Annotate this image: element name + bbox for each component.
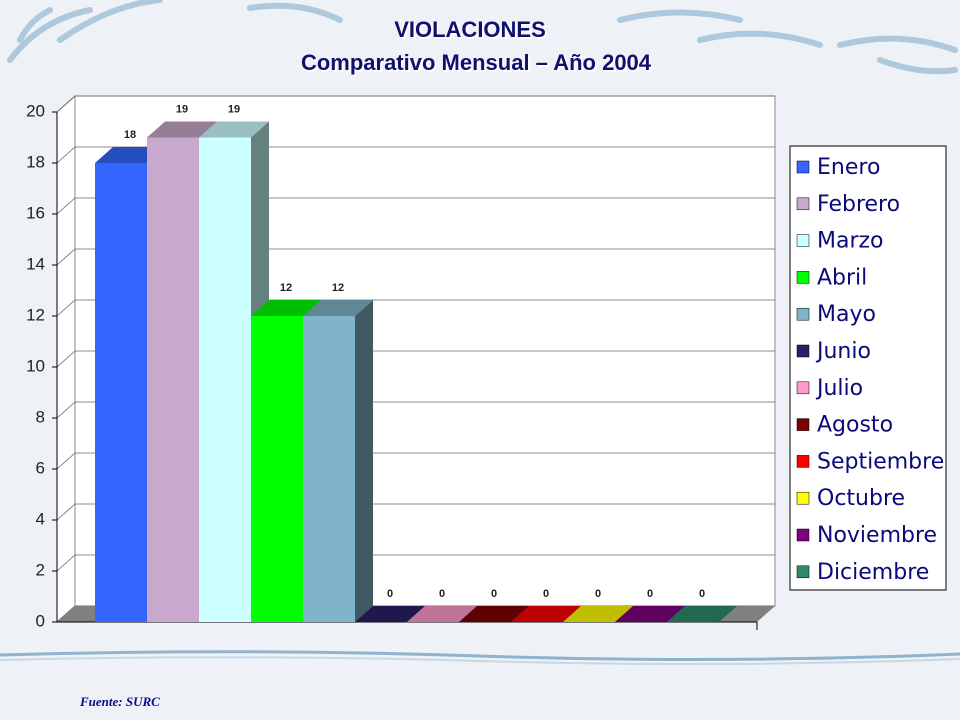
grid-line: [56, 146, 76, 164]
legend-label: Octubre: [817, 486, 905, 511]
grid-line: [56, 197, 76, 215]
legend-label: Diciembre: [817, 560, 929, 585]
legend-label: Marzo: [817, 229, 884, 254]
bar-top: [459, 606, 529, 622]
bar-top: [615, 606, 685, 622]
grid-line: [56, 299, 76, 317]
legend-label: Noviembre: [817, 523, 937, 548]
legend-label: Febrero: [817, 192, 900, 217]
legend-swatch: [796, 565, 810, 579]
legend-swatch: [796, 491, 810, 505]
legend-swatch: [796, 160, 810, 174]
grid-line: [56, 350, 76, 368]
data-label: 12: [280, 282, 292, 294]
data-label: 0: [387, 588, 393, 600]
bar: [251, 316, 303, 622]
bar-top: [667, 606, 737, 622]
y-tick-label: 6: [36, 458, 45, 477]
legend-label: Mayo: [817, 302, 876, 327]
legend-swatch: [796, 234, 810, 247]
legend-label: Agosto: [817, 413, 893, 438]
bar-top: [355, 606, 425, 622]
y-tick-label: 18: [26, 152, 45, 171]
bar-top: [303, 300, 373, 316]
data-label: 0: [491, 588, 497, 600]
legend-label: Septiembre: [817, 449, 944, 474]
bar-top: [407, 606, 477, 622]
legend-swatch: [796, 418, 810, 431]
y-tick-label: 14: [26, 254, 45, 273]
y-tick-label: 12: [26, 305, 45, 324]
legend-swatch: [796, 307, 810, 321]
legend-swatch: [796, 455, 810, 468]
legend-label: Abril: [817, 265, 867, 290]
legend-swatch: [796, 381, 810, 395]
bottom-wave: [0, 656, 960, 666]
y-tick-label: 16: [26, 203, 45, 222]
legend-label: Julio: [815, 376, 863, 401]
title-shadow: VIOLACIONES: [396, 19, 548, 44]
bar: [303, 316, 355, 622]
y-tick-label: 2: [36, 560, 45, 579]
y-tick-label: 4: [36, 509, 45, 528]
bar-top: [563, 606, 633, 622]
grid-line: [56, 554, 76, 572]
data-label: 0: [595, 588, 601, 600]
data-label: 0: [543, 588, 549, 600]
source-note: Fuente: SURC: [79, 694, 160, 709]
decoration: [7, 0, 958, 75]
bar-top: [199, 121, 269, 138]
bar: [147, 137, 199, 622]
chart-title: VIOLACIONES: [394, 17, 546, 42]
grid-line: [56, 401, 76, 419]
data-label: 0: [647, 588, 653, 600]
bar-top: [511, 606, 581, 622]
grid-line: [56, 503, 76, 521]
bar: [199, 137, 251, 622]
data-label: 18: [124, 129, 136, 141]
data-label: 0: [439, 588, 445, 600]
y-tick-label: 0: [36, 611, 45, 630]
y-tick-label: 20: [26, 101, 45, 120]
bar-side: [355, 300, 373, 622]
data-label: 12: [332, 282, 344, 294]
y-tick-label: 8: [36, 407, 45, 426]
data-label: 19: [228, 103, 240, 115]
legend-swatch: [796, 197, 810, 211]
bar-top: [251, 300, 321, 316]
y-tick-label: 10: [26, 356, 45, 375]
grid-line: [56, 95, 76, 113]
bottom-wave: [0, 650, 960, 662]
legend-swatch: [796, 344, 810, 358]
bar-top: [147, 121, 217, 138]
legend-label: Junio: [815, 339, 871, 364]
subtitle-shadow: Comparativo Mensual – Año 2004: [303, 52, 654, 77]
bar: [95, 163, 147, 622]
grid-line: [56, 452, 76, 470]
legend-swatch: [796, 271, 810, 284]
data-label: 19: [176, 103, 188, 115]
legend-label: Enero: [817, 155, 880, 180]
legend-box: [789, 145, 947, 591]
legend-swatch: [796, 528, 810, 542]
chart-subtitle: Comparativo Mensual – Año 2004: [301, 50, 652, 75]
data-label: 0: [699, 588, 705, 600]
grid-line: [56, 248, 76, 266]
